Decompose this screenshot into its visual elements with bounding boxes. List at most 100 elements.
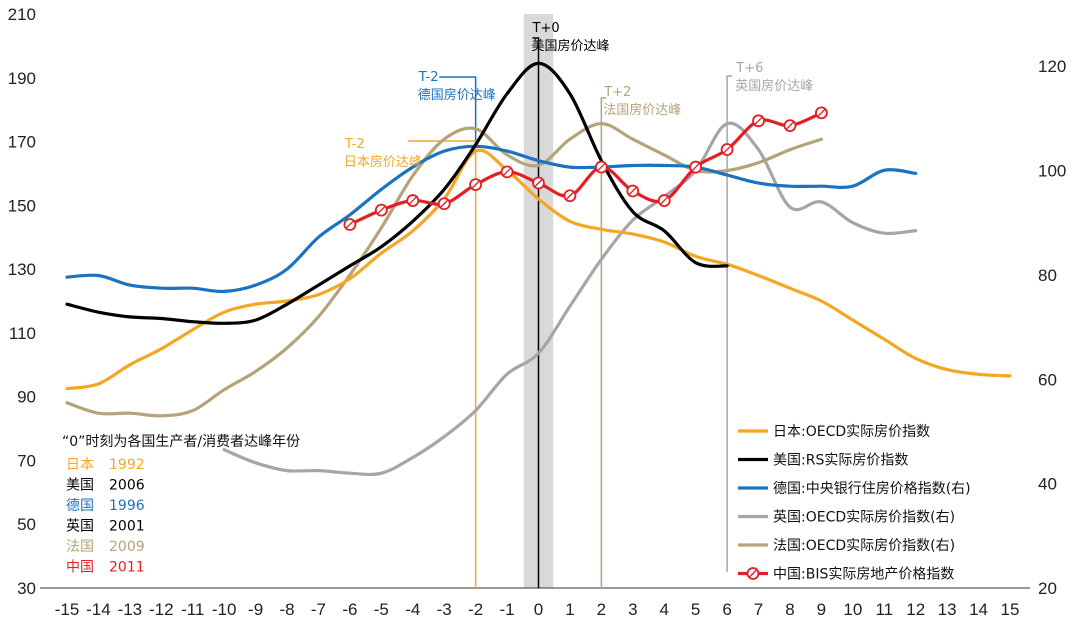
annotation-label: T+6 <box>735 61 763 76</box>
y-left-tick-label: 50 <box>17 515 36 534</box>
series-line <box>222 121 918 477</box>
x-tick-label: -4 <box>405 600 420 619</box>
y-left-tick-label: 130 <box>8 260 36 279</box>
x-tick-label: -13 <box>118 600 143 619</box>
note-year: 1992 <box>109 457 145 473</box>
x-tick-label: 3 <box>628 600 637 619</box>
note-year: 2009 <box>109 539 145 555</box>
note-year: 1996 <box>109 498 145 514</box>
x-tick-label: -5 <box>374 600 389 619</box>
series-line <box>65 61 729 325</box>
y-left-tick-label: 90 <box>17 388 36 407</box>
legend-marker-slash <box>749 569 757 578</box>
x-tick-label: 14 <box>969 600 988 619</box>
note-country: 中国 <box>66 560 94 576</box>
y-left-tick-label: 170 <box>8 133 36 152</box>
x-tick-label: -14 <box>86 600 111 619</box>
note-country: 德国 <box>66 498 94 514</box>
x-tick-label: -10 <box>212 600 237 619</box>
x-tick-label: -3 <box>437 600 452 619</box>
x-tick-label: 9 <box>817 600 826 619</box>
note-country: 法国 <box>66 539 94 555</box>
legend-label: 中国:BIS实际房地产价格指数 <box>773 567 954 583</box>
data-point-marker-slash <box>597 163 606 172</box>
x-tick-label: -12 <box>149 600 174 619</box>
y-right-tick-label: 40 <box>1038 475 1057 494</box>
note-country: 英国 <box>66 518 94 535</box>
data-point-marker-slash <box>534 179 543 187</box>
note-country: 日本 <box>66 457 94 473</box>
x-tick-label: 4 <box>659 600 668 619</box>
x-tick-label: 12 <box>906 600 925 619</box>
x-tick-label: -9 <box>248 600 263 619</box>
annotation-label: T-2 <box>344 137 365 152</box>
data-point-marker-slash <box>754 116 763 125</box>
peak-line-france <box>600 97 607 588</box>
y-right-tick-label: 80 <box>1038 266 1057 285</box>
data-point-marker-slash <box>408 196 417 205</box>
x-tick-label: -2 <box>468 600 483 619</box>
y-left-tick-label: 110 <box>9 324 36 343</box>
x-tick-label: -1 <box>500 600 515 619</box>
data-point-marker-slash <box>503 167 512 176</box>
x-tick-label: 6 <box>722 600 731 619</box>
y-left-tick-label: 150 <box>8 196 36 215</box>
note-title: “0”时刻为各国生产者/消费者达峰年份 <box>62 434 300 450</box>
series-line <box>348 111 823 227</box>
y-right-tick-label: 100 <box>1038 162 1066 181</box>
data-point-marker-slash <box>660 196 669 205</box>
y-left-tick-label: 210 <box>8 5 36 24</box>
data-point-marker-slash <box>691 163 700 172</box>
x-tick-label: 5 <box>691 600 700 619</box>
legend-label: 日本:OECD实际房价指数 <box>773 424 930 440</box>
data-point-marker-slash <box>628 187 637 195</box>
y-left-tick-label: 70 <box>17 451 36 470</box>
annotation-text: 英国房价达峰 <box>735 78 813 94</box>
peak-line-uk <box>726 75 733 572</box>
data-point-marker-slash <box>817 108 826 117</box>
data-point-marker-slash <box>345 220 354 229</box>
peak-annotations: T+0 美国房价达峰 T-2 德国房价达峰 T-2 日本房价达峰 T+2 法国房价达峰 T+6 英… <box>344 21 813 170</box>
annotation-label: T+0 <box>532 21 560 36</box>
peak-line-us <box>532 37 540 588</box>
x-tick-label: 7 <box>754 600 763 619</box>
y-left-tick-label: 30 <box>17 579 36 598</box>
series-line <box>65 148 1012 391</box>
legend: 日本:OECD实际房价指数美国:RS实际房价指数德国:中央银行住房价格指数(右)… <box>738 424 971 583</box>
x-tick-label: 15 <box>1001 600 1020 619</box>
peak-vertical-lines <box>407 37 733 588</box>
note-year: 2011 <box>109 560 145 576</box>
legend-label: 德国:中央银行住房价格指数(右) <box>773 481 971 497</box>
data-point-marker-slash <box>471 180 480 189</box>
y-right-tick-label: 60 <box>1038 370 1057 389</box>
annotation-label: T-2 <box>418 70 439 85</box>
series-line <box>65 144 918 294</box>
note-year: 2001 <box>109 519 145 535</box>
annotation-text: 法国房价达峰 <box>603 102 681 118</box>
x-tick-label: 1 <box>565 600 574 619</box>
annotation-text: 日本房价达峰 <box>344 154 422 170</box>
legend-label: 英国:OECD实际房价指数(右) <box>773 509 955 526</box>
series-line <box>65 122 823 418</box>
annotation-text: 美国房价达峰 <box>531 38 609 54</box>
data-point-marker-slash <box>440 199 449 208</box>
legend-label: 美国:RS实际房价指数 <box>773 453 908 469</box>
y-right-tick-label: 120 <box>1038 57 1066 76</box>
x-tick-label: 11 <box>875 600 893 619</box>
data-point-marker-slash <box>723 145 732 154</box>
x-tick-label: 8 <box>785 600 794 619</box>
x-tick-label: -6 <box>342 600 357 619</box>
peak-line-germany <box>439 76 477 147</box>
peak-line-japan <box>407 140 477 588</box>
x-tick-label: -8 <box>279 600 294 619</box>
series-markers <box>343 106 828 231</box>
x-tick-label: -15 <box>55 600 80 619</box>
x-tick-label: -7 <box>311 600 326 619</box>
data-point-marker-slash <box>377 206 386 215</box>
axes: -15 -14 -13 -12 -11 -10 -9 -8 -7 -6 -5 -4 -3 -2 -1 0 1 2 3… <box>8 5 1067 619</box>
note-year: 2006 <box>109 478 145 494</box>
x-tick-label: -11 <box>181 600 204 619</box>
x-tick-label: 0 <box>534 600 543 619</box>
